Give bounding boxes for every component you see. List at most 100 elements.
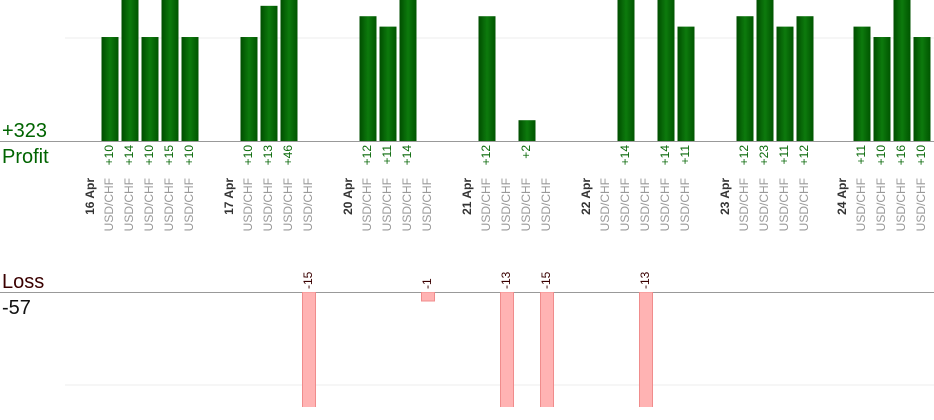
profit-bars [101,0,931,141]
symbol-label: USD/CHF [874,178,888,231]
loss-bar [540,292,554,407]
profit-value-label: +12 [797,145,811,166]
symbol-label: USD/CHF [360,178,374,231]
symbol-label: USD/CHF [182,178,196,231]
symbol-label: USD/CHF [894,178,908,231]
symbol-label: USD/CHF [281,178,295,231]
profit-bar [379,26,397,141]
symbol-label: USD/CHF [658,178,672,231]
symbol-label: USD/CHF [618,178,632,231]
symbol-label: USD/CHF [479,178,493,231]
symbol-label: USD/CHF [737,178,751,231]
profit-value-label: +14 [618,145,632,166]
symbol-label: USD/CHF [757,178,771,231]
date-label: 17 Apr [222,178,236,215]
date-label: 23 Apr [718,178,732,215]
profit-value-label: +23 [757,145,771,166]
profit-bar [478,16,496,141]
loss-value-label: -15 [301,271,315,289]
symbol-label: USD/CHF [678,178,692,231]
profit-bar [873,37,891,141]
profit-bar [240,37,258,141]
profit-bar [756,0,774,141]
symbol-label: USD/CHF [162,178,176,231]
symbol-label: USD/CHF [241,178,255,231]
symbol-label: USD/CHF [499,178,513,231]
symbol-label: USD/CHF [102,178,116,231]
loss-bar [302,292,316,407]
loss-value-label: -13 [638,271,652,289]
date-label: 16 Apr [83,178,97,215]
loss-bar [421,292,435,302]
symbol-label: USD/CHF [122,178,136,231]
profit-value-label: +11 [678,145,692,165]
profit-value-label: +10 [874,145,888,166]
symbol-label: USD/CHF [301,178,315,231]
profit-bar [776,26,794,141]
profit-value-label: +10 [182,145,196,166]
profit-value-label: +46 [281,145,295,166]
profit-bar [893,0,911,141]
profit-bar [359,16,377,141]
profit-bar [617,0,635,141]
profit-value-label: +12 [737,145,751,166]
loss-title: Loss [2,271,44,293]
profit-bar [161,0,179,141]
loss-total: -57 [2,297,31,319]
profit-value-label: +12 [479,145,493,166]
profit-bar [657,0,675,141]
profit-value-label: +10 [142,145,156,166]
profit-value-label: +10 [241,145,255,166]
profit-bar [677,26,695,141]
symbol-label: USD/CHF [854,178,868,231]
symbol-label: USD/CHF [261,178,275,231]
profit-value-label: +10 [914,145,928,166]
profit-total: +323 [2,120,47,142]
profit-bar [101,37,119,141]
date-label: 24 Apr [835,178,849,215]
symbol-label: USD/CHF [380,178,394,231]
symbol-label: USD/CHF [420,178,434,231]
symbol-label: USD/CHF [638,178,652,231]
profit-bar [796,16,814,141]
loss-bar [500,292,514,407]
profit-value-label: +11 [777,145,791,165]
date-label: 21 Apr [460,178,474,215]
loss-value-label: -15 [539,271,553,289]
symbol-label: USD/CHF [598,178,612,231]
symbol-label: USD/CHF [539,178,553,231]
symbol-label: USD/CHF [400,178,414,231]
profit-value-label: +14 [658,145,672,166]
profit-bar [913,37,931,141]
profit-value-label: +12 [360,145,374,166]
profit-bar [518,120,536,141]
profit-value-label: +16 [894,145,908,166]
loss-value-label: -1 [420,278,434,289]
profit-value-label: +11 [854,145,868,165]
date-label: 22 Apr [579,178,593,215]
profit-bar [736,16,754,141]
profit-bar [141,37,159,141]
profit-value-label: +14 [122,145,136,166]
symbol-label: USD/CHF [777,178,791,231]
profit-value-label: +11 [380,145,394,165]
profit-bar [280,0,298,141]
profit-value-label: +2 [519,145,533,159]
profit-bar [121,0,139,141]
symbol-label: USD/CHF [914,178,928,231]
profit-bar [260,5,278,141]
profit-value-label: +10 [102,145,116,166]
profit-value-label: +14 [400,145,414,166]
loss-value-label: -13 [499,271,513,289]
profit-title: Profit [2,146,49,168]
profit-bar [853,26,871,141]
loss-bars [302,292,653,407]
profit-bar [181,37,199,141]
symbol-label: USD/CHF [142,178,156,231]
loss-bar [639,292,653,407]
profit-value-label: +13 [261,145,275,166]
date-label: 20 Apr [341,178,355,215]
profit-value-label: +15 [162,145,176,166]
symbol-label: USD/CHF [797,178,811,231]
